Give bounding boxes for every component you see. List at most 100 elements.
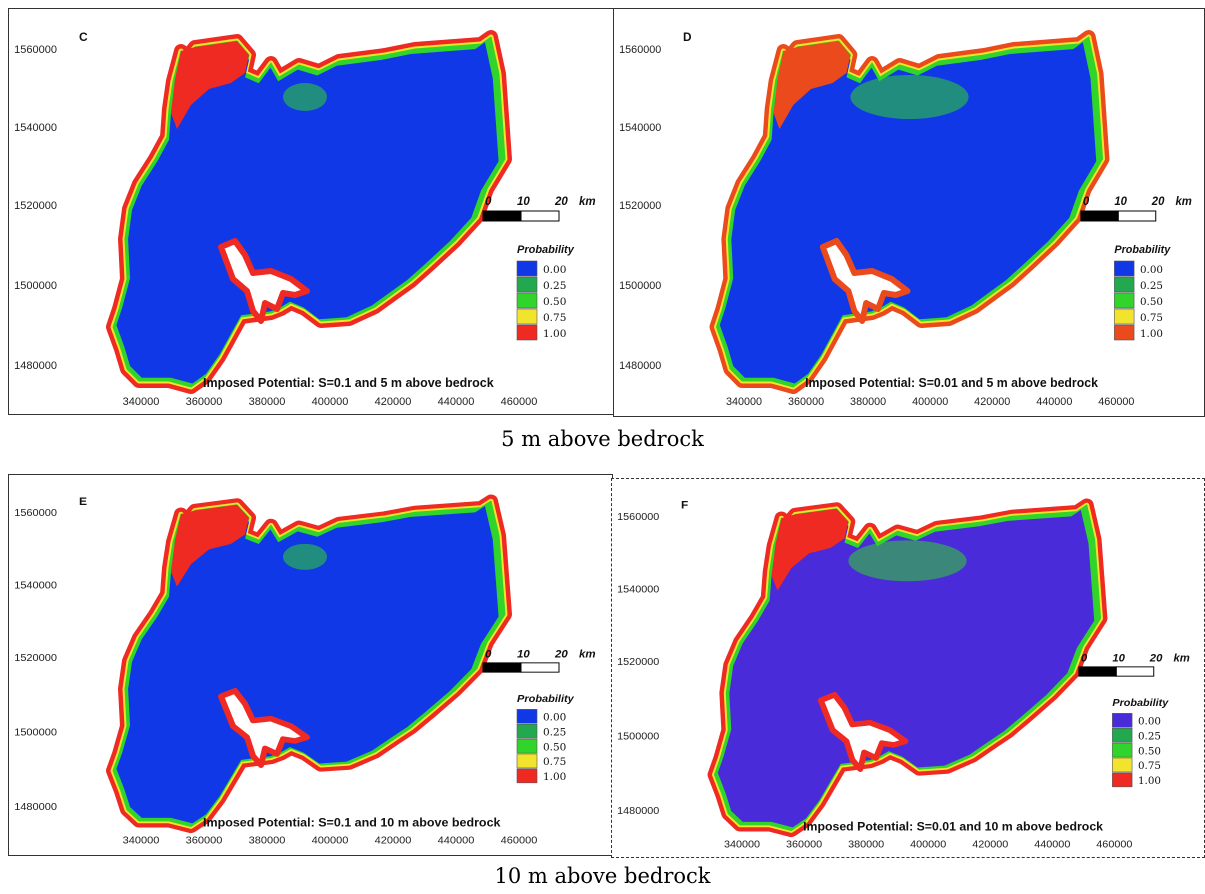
northern-moderate-probability-zone [283,543,327,570]
legend-value: 0.25 [543,280,566,292]
y-tick-label: 1520000 [619,200,661,212]
legend-value: 0.75 [543,312,566,324]
legend-swatch [1114,260,1135,277]
legend-swatch [1112,742,1133,758]
y-tick-label: 1480000 [617,805,659,817]
legend-swatch [1114,292,1135,309]
x-tick-label: 400000 [312,396,349,408]
legend-swatch [516,260,538,277]
x-tick-label: 420000 [972,839,1008,851]
legend-swatch [516,768,538,784]
northwest-high-probability-zone [773,41,851,129]
legend-value: 0.50 [543,296,566,308]
legend-value: 0.00 [543,713,566,724]
y-tick-label: 1560000 [617,511,659,523]
scale-bar-tick: 20 [554,196,568,208]
northern-moderate-probability-zone [848,540,967,582]
x-tick-label: 380000 [249,835,286,847]
scale-bar-tick: 20 [1149,653,1164,665]
map-panel-e: 340000 360000 380000 400000 420000 440000 4600… [8,474,613,856]
scale-bar-tick: 10 [517,649,531,661]
caption-10m: 10 m above bedrock [494,864,711,888]
imposed-potential-annotation: Imposed Potential: S=0.01 and 5 m above … [805,376,1098,390]
y-tick-label: 1540000 [617,584,659,596]
island-low-probability-area [116,505,499,824]
legend-value: 0.50 [543,743,566,754]
inlet-water-body [819,238,911,324]
x-tick-label: 420000 [375,396,412,408]
scale-bar-tick: 10 [1112,653,1125,665]
northwest-high-probability-zone [171,41,249,129]
probability-legend: Probability 0.00 0.25 0.50 0.75 1.00 [1114,244,1171,341]
y-tick-label: 1500000 [617,731,659,743]
imposed-potential-annotation: Imposed Potential: S=0.1 and 5 m above b… [203,376,494,390]
scale-bar-tick: 0 [1081,653,1088,665]
x-tick-label: 360000 [786,839,822,851]
y-tick-label: 1480000 [14,360,57,372]
x-tick-label: 340000 [724,839,760,851]
panel-letter: E [79,496,87,508]
x-tick-label: 340000 [123,835,160,847]
legend-value: 0.25 [1138,732,1161,743]
inlet-water-body [218,238,310,324]
legend-swatch [516,292,538,309]
x-tick-label: 440000 [438,835,475,847]
x-tick-label: 400000 [910,839,946,851]
x-tick-label: 420000 [375,835,412,847]
x-tick-label: 420000 [974,396,1010,408]
y-tick-label: 1520000 [14,200,57,212]
island-low-probability-area [719,42,1097,384]
imposed-potential-annotation: Imposed Potential: S=0.1 and 10 m above … [203,816,501,829]
y-tick-label: 1560000 [619,44,661,56]
legend-value: 1.00 [1140,328,1163,340]
legend-value: 0.75 [1140,312,1163,324]
x-tick-label: 460000 [1096,839,1132,851]
y-tick-label: 1540000 [14,580,57,592]
scale-bar-tick: 0 [485,196,492,208]
scale-bar-tick: 10 [517,196,530,208]
scale-bar-unit: km [1175,196,1191,208]
scale-bar-unit: km [1173,653,1190,665]
panel-letter: D [683,30,692,44]
y-tick-label: 1500000 [14,280,57,292]
legend-value: 1.00 [1138,776,1161,787]
legend-value: 0.25 [1140,280,1163,292]
legend-swatch [1114,276,1135,293]
x-tick-label: 460000 [1098,396,1134,408]
y-tick-label: 1540000 [619,122,661,134]
island-low-probability-area [717,509,1095,828]
x-tick-label: 400000 [912,396,948,408]
y-tick-label: 1480000 [14,801,57,813]
legend-value: 1.00 [543,328,566,340]
y-tick-label: 1560000 [14,507,57,519]
x-tick-label: 440000 [1036,396,1072,408]
scale-bar: 0 10 20 km [1080,196,1192,222]
legend-swatch [516,723,538,739]
x-tick-label: 380000 [850,396,886,408]
y-tick-label: 1520000 [617,656,659,668]
x-tick-label: 360000 [186,396,223,408]
y-tick-label: 1500000 [14,727,57,739]
scale-bar-unit: km [579,196,596,208]
legend-value: 0.00 [543,264,566,276]
inlet-water-body [817,691,909,772]
northern-moderate-probability-zone [850,75,969,119]
legend-swatch [516,709,538,724]
y-tick-label: 1560000 [14,44,57,56]
caption-5m: 5 m above bedrock [501,427,704,451]
legend-title: Probability [517,244,575,256]
scale-bar: 0 10 20 km [482,196,596,222]
probability-legend: Probability 0.00 0.25 0.50 0.75 1.00 [516,693,575,784]
x-tick-label: 460000 [501,396,538,408]
x-tick-label: 440000 [1034,839,1070,851]
x-tick-label: 380000 [848,839,884,851]
legend-title: Probability [517,693,575,705]
x-tick-label: 340000 [123,396,160,408]
legend-swatch [1114,324,1135,341]
x-tick-label: 340000 [726,396,762,408]
legend-swatch [516,308,538,325]
legend-value: 0.50 [1138,747,1161,758]
legend-swatch [516,324,538,341]
x-tick-label: 360000 [788,396,824,408]
legend-swatch [1112,757,1133,773]
